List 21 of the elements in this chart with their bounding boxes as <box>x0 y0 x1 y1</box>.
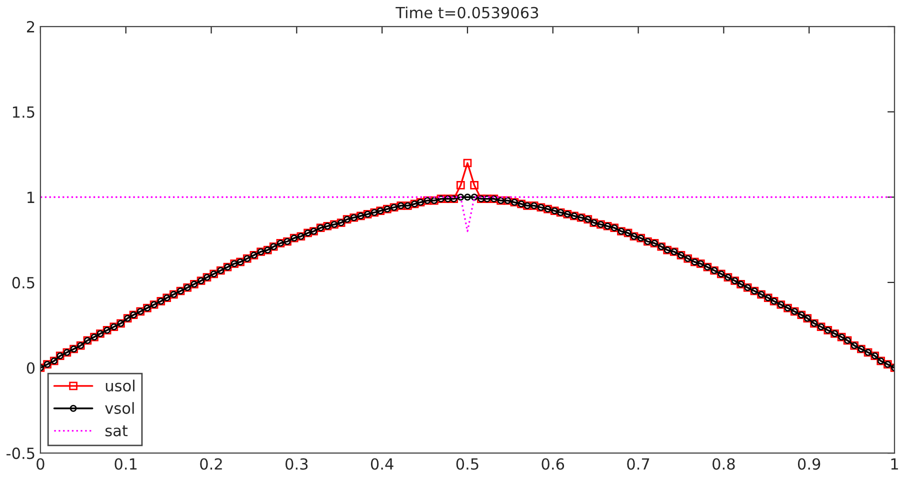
y-tick-label: 1.5 <box>12 106 34 118</box>
x-tick-label: 0.9 <box>798 458 820 470</box>
legend-label: vsol <box>105 402 134 414</box>
y-tick-label: 0 <box>26 362 35 374</box>
x-tick-label: 1 <box>891 458 898 470</box>
legend-label: usol <box>106 380 134 392</box>
x-tick-label: 0.8 <box>712 458 735 470</box>
chart-title: Time t=0.0539063 <box>396 6 538 18</box>
x-tick-label: 0.6 <box>542 458 564 470</box>
x-tick-label: 0.5 <box>456 458 478 470</box>
y-tick-label: -0.5 <box>6 448 34 460</box>
legend-label: sat <box>105 425 128 436</box>
x-tick-label: 0.7 <box>627 458 650 470</box>
x-tick-label: 0.3 <box>286 458 308 470</box>
x-tick-label: 0 <box>36 458 44 470</box>
y-tick-label: 1 <box>28 192 34 203</box>
y-tick-label: 0.5 <box>12 276 34 288</box>
x-tick-label: 0.1 <box>114 458 137 470</box>
x-tick-label: 0.4 <box>370 458 394 470</box>
y-tick-label: 2 <box>26 20 34 32</box>
x-tick-label: 0.2 <box>200 458 222 470</box>
